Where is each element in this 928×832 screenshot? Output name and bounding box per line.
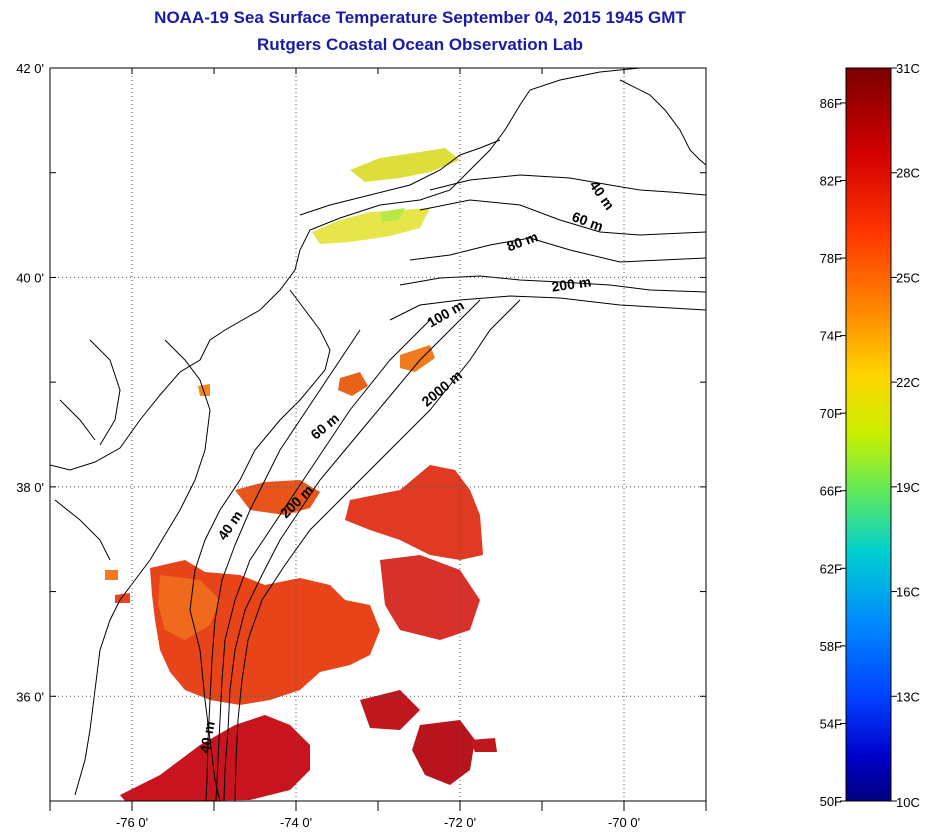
- colorbar-celsius-label: 19C: [896, 480, 920, 495]
- colorbar-fahrenheit-label: 78F: [820, 251, 842, 266]
- sst-patch-shelf-39b: [400, 345, 435, 372]
- colorbar-celsius-label: 22C: [896, 375, 920, 390]
- colorbar-gradient: [845, 67, 892, 802]
- sst-patch-shelf-38: [235, 480, 320, 515]
- coastline-capecod: [619, 79, 706, 166]
- sst-patch-deep-se: [412, 720, 475, 785]
- colorbar-fahrenheit-label: 86F: [820, 96, 842, 111]
- colorbar-celsius-label: 28C: [896, 166, 920, 181]
- colorbar: 31C 28C 25C 22C 19C 16C 13C 10C 86F 82F 78F 74F 70F…: [820, 61, 920, 810]
- coastline-layer: [50, 68, 706, 801]
- isobath-label: 200 m: [551, 273, 593, 294]
- sst-patch-va-coast: [105, 570, 118, 580]
- isobath-label: 40 m: [196, 720, 217, 754]
- colorbar-celsius-label: 25C: [896, 270, 920, 285]
- sst-patch-li-green: [380, 208, 405, 222]
- colorbar-celsius-label: 31C: [896, 61, 920, 76]
- isobath-80m-north: [409, 237, 706, 263]
- map-gridlines: [50, 68, 706, 801]
- isobath-layer: [205, 174, 706, 801]
- lon-axis: -76 0' -74 0' -72 0' -70 0': [49, 68, 707, 830]
- lon-tick-label: -74 0': [280, 815, 312, 830]
- isobath-label: 60 m: [307, 410, 342, 443]
- lat-tick-label: 40 0': [16, 270, 44, 285]
- sst-patch-gulfstream: [120, 715, 310, 801]
- isobath-label: 80 m: [505, 228, 540, 254]
- page-title: NOAA-19 Sea Surface Temperature Septembe…: [154, 8, 686, 27]
- isobath-200m-shelf: [223, 299, 481, 801]
- coastline-outer: [189, 289, 331, 801]
- lat-axis: 42 0' 40 0' 38 0' 36 0': [16, 61, 706, 802]
- colorbar-fahrenheit-label: 50F: [820, 794, 842, 809]
- isobath-100m-shelf: [215, 319, 431, 801]
- colorbar-celsius-labels: 31C 28C 25C 22C 19C 16C 13C 10C: [891, 61, 920, 810]
- isobath-2000m: [389, 295, 706, 321]
- colorbar-fahrenheit-labels: 86F 82F 78F 74F 70F 66F 62F 58F 54F 50F: [820, 96, 846, 809]
- page-subtitle: Rutgers Coastal Ocean Observation Lab: [257, 35, 583, 54]
- colorbar-celsius-label: 16C: [896, 585, 920, 600]
- lat-tick-label: 38 0': [16, 480, 44, 495]
- sst-patch-li-south: [312, 208, 430, 244]
- isobath-label: 40 m: [586, 177, 617, 212]
- sst-patch-shelf-39: [338, 372, 368, 396]
- isobath-60m-shelf: [205, 329, 361, 801]
- colorbar-celsius-label: 13C: [896, 689, 920, 704]
- colorbar-celsius-label: 10C: [896, 795, 920, 810]
- colorbar-fahrenheit-label: 66F: [820, 484, 842, 499]
- sst-patch-bay-small: [198, 384, 210, 396]
- sst-patch-se-small: [470, 738, 497, 752]
- sst-patch-south-warm: [158, 575, 220, 640]
- colorbar-fahrenheit-label: 62F: [820, 561, 842, 576]
- isobath-label: 60 m: [570, 208, 605, 234]
- colorbar-fahrenheit-label: 74F: [820, 329, 842, 344]
- colorbar-fahrenheit-label: 58F: [820, 639, 842, 654]
- sst-patch-offshore-east: [345, 465, 483, 560]
- sst-patch-mid: [380, 555, 480, 640]
- lon-tick-label: -72 0': [444, 815, 476, 830]
- lon-tick-label: -70 0': [608, 815, 640, 830]
- coastline-bay: [54, 339, 121, 561]
- sst-data-layer: [105, 148, 497, 801]
- colorbar-fahrenheit-label: 70F: [820, 406, 842, 421]
- coastline-delmarva: [74, 339, 211, 796]
- sst-patch-nc-coast: [115, 593, 130, 603]
- coastline-mainland: [50, 68, 641, 471]
- colorbar-fahrenheit-label: 82F: [820, 173, 842, 188]
- lat-tick-label: 42 0': [16, 61, 44, 76]
- isobath-40m-north: [429, 174, 706, 196]
- isobath-label: 2000 m: [418, 367, 465, 410]
- coastline-longisland: [299, 139, 501, 216]
- lat-tick-label: 36 0': [16, 689, 44, 704]
- colorbar-fahrenheit-label: 54F: [820, 716, 842, 731]
- sst-patch-li-sound: [350, 148, 460, 182]
- lon-tick-label: -76 0': [116, 815, 148, 830]
- isobath-60m-north: [419, 199, 706, 236]
- sst-patch-deep-se2: [360, 690, 420, 730]
